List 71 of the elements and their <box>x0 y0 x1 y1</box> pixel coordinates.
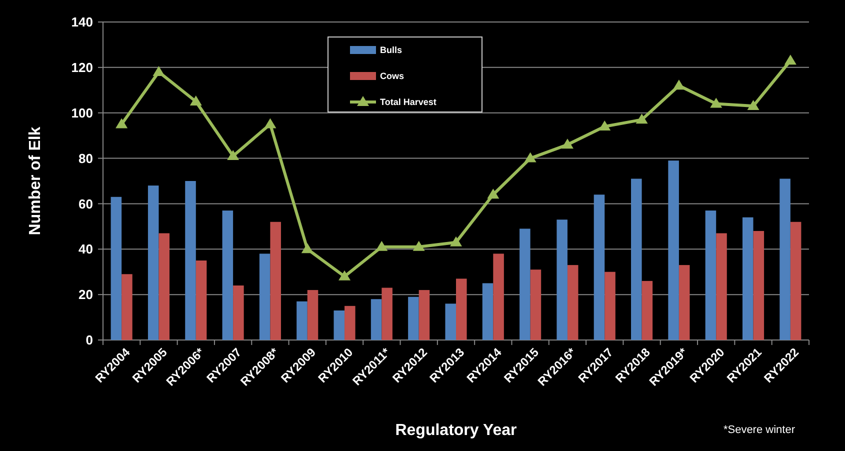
bar <box>790 222 802 340</box>
bar <box>604 272 616 340</box>
point <box>338 270 351 280</box>
bar <box>185 181 196 340</box>
bar <box>567 265 578 340</box>
bar <box>307 290 318 340</box>
bar <box>334 310 345 340</box>
text: *Severe winter <box>723 424 796 436</box>
point <box>784 54 796 65</box>
y-tick-label: 40 <box>78 242 93 257</box>
point <box>524 152 536 162</box>
point <box>636 114 648 124</box>
point <box>227 150 240 160</box>
bar <box>418 290 430 340</box>
bar <box>742 217 754 340</box>
bar <box>270 222 281 340</box>
point <box>450 236 462 246</box>
point <box>487 188 500 199</box>
bar <box>642 280 653 340</box>
bar <box>445 304 456 340</box>
bar <box>122 274 132 340</box>
bar <box>259 254 270 340</box>
bar <box>716 233 727 340</box>
bar <box>110 196 122 340</box>
bar <box>594 194 605 340</box>
y-tick-label: 0 <box>86 332 93 348</box>
bar <box>158 233 170 340</box>
bar <box>222 210 234 340</box>
point <box>376 240 388 251</box>
bar <box>780 178 790 340</box>
y-axis-title: Number of Elk <box>27 126 44 236</box>
bar <box>344 306 356 340</box>
bar <box>408 296 419 340</box>
bar <box>148 186 159 340</box>
bar <box>382 288 392 340</box>
bar <box>520 228 530 340</box>
point <box>561 138 574 149</box>
legend-label: Cows <box>380 71 404 82</box>
legend-label: Total Harvest <box>380 97 436 108</box>
bar <box>668 160 679 340</box>
bar <box>530 270 542 340</box>
bar <box>631 178 642 340</box>
legend-label: Bulls <box>380 45 402 56</box>
y-tick-label: 100 <box>71 105 93 120</box>
point <box>672 80 685 90</box>
y-tick-label: 140 <box>71 14 93 30</box>
bar <box>370 299 382 340</box>
bar <box>296 301 308 340</box>
bar <box>705 210 716 340</box>
bar <box>753 230 764 340</box>
bar <box>556 220 568 340</box>
bar <box>678 265 690 340</box>
point <box>747 100 760 110</box>
point <box>598 120 611 130</box>
y-tick-label: 20 <box>78 287 93 302</box>
bar <box>493 254 504 340</box>
point <box>116 118 128 128</box>
x-axis-title: Regulatory Year <box>395 422 517 439</box>
bar <box>482 283 494 340</box>
bar <box>456 278 467 340</box>
bar <box>233 285 244 340</box>
point <box>412 240 425 251</box>
bar <box>196 260 207 340</box>
point <box>264 118 276 128</box>
point <box>710 98 722 108</box>
y-tick-label: 120 <box>71 60 93 75</box>
point <box>152 66 165 76</box>
y-tick-label: 80 <box>78 150 93 166</box>
point <box>301 243 314 254</box>
y-tick-label: 60 <box>78 196 93 212</box>
point <box>190 96 202 106</box>
